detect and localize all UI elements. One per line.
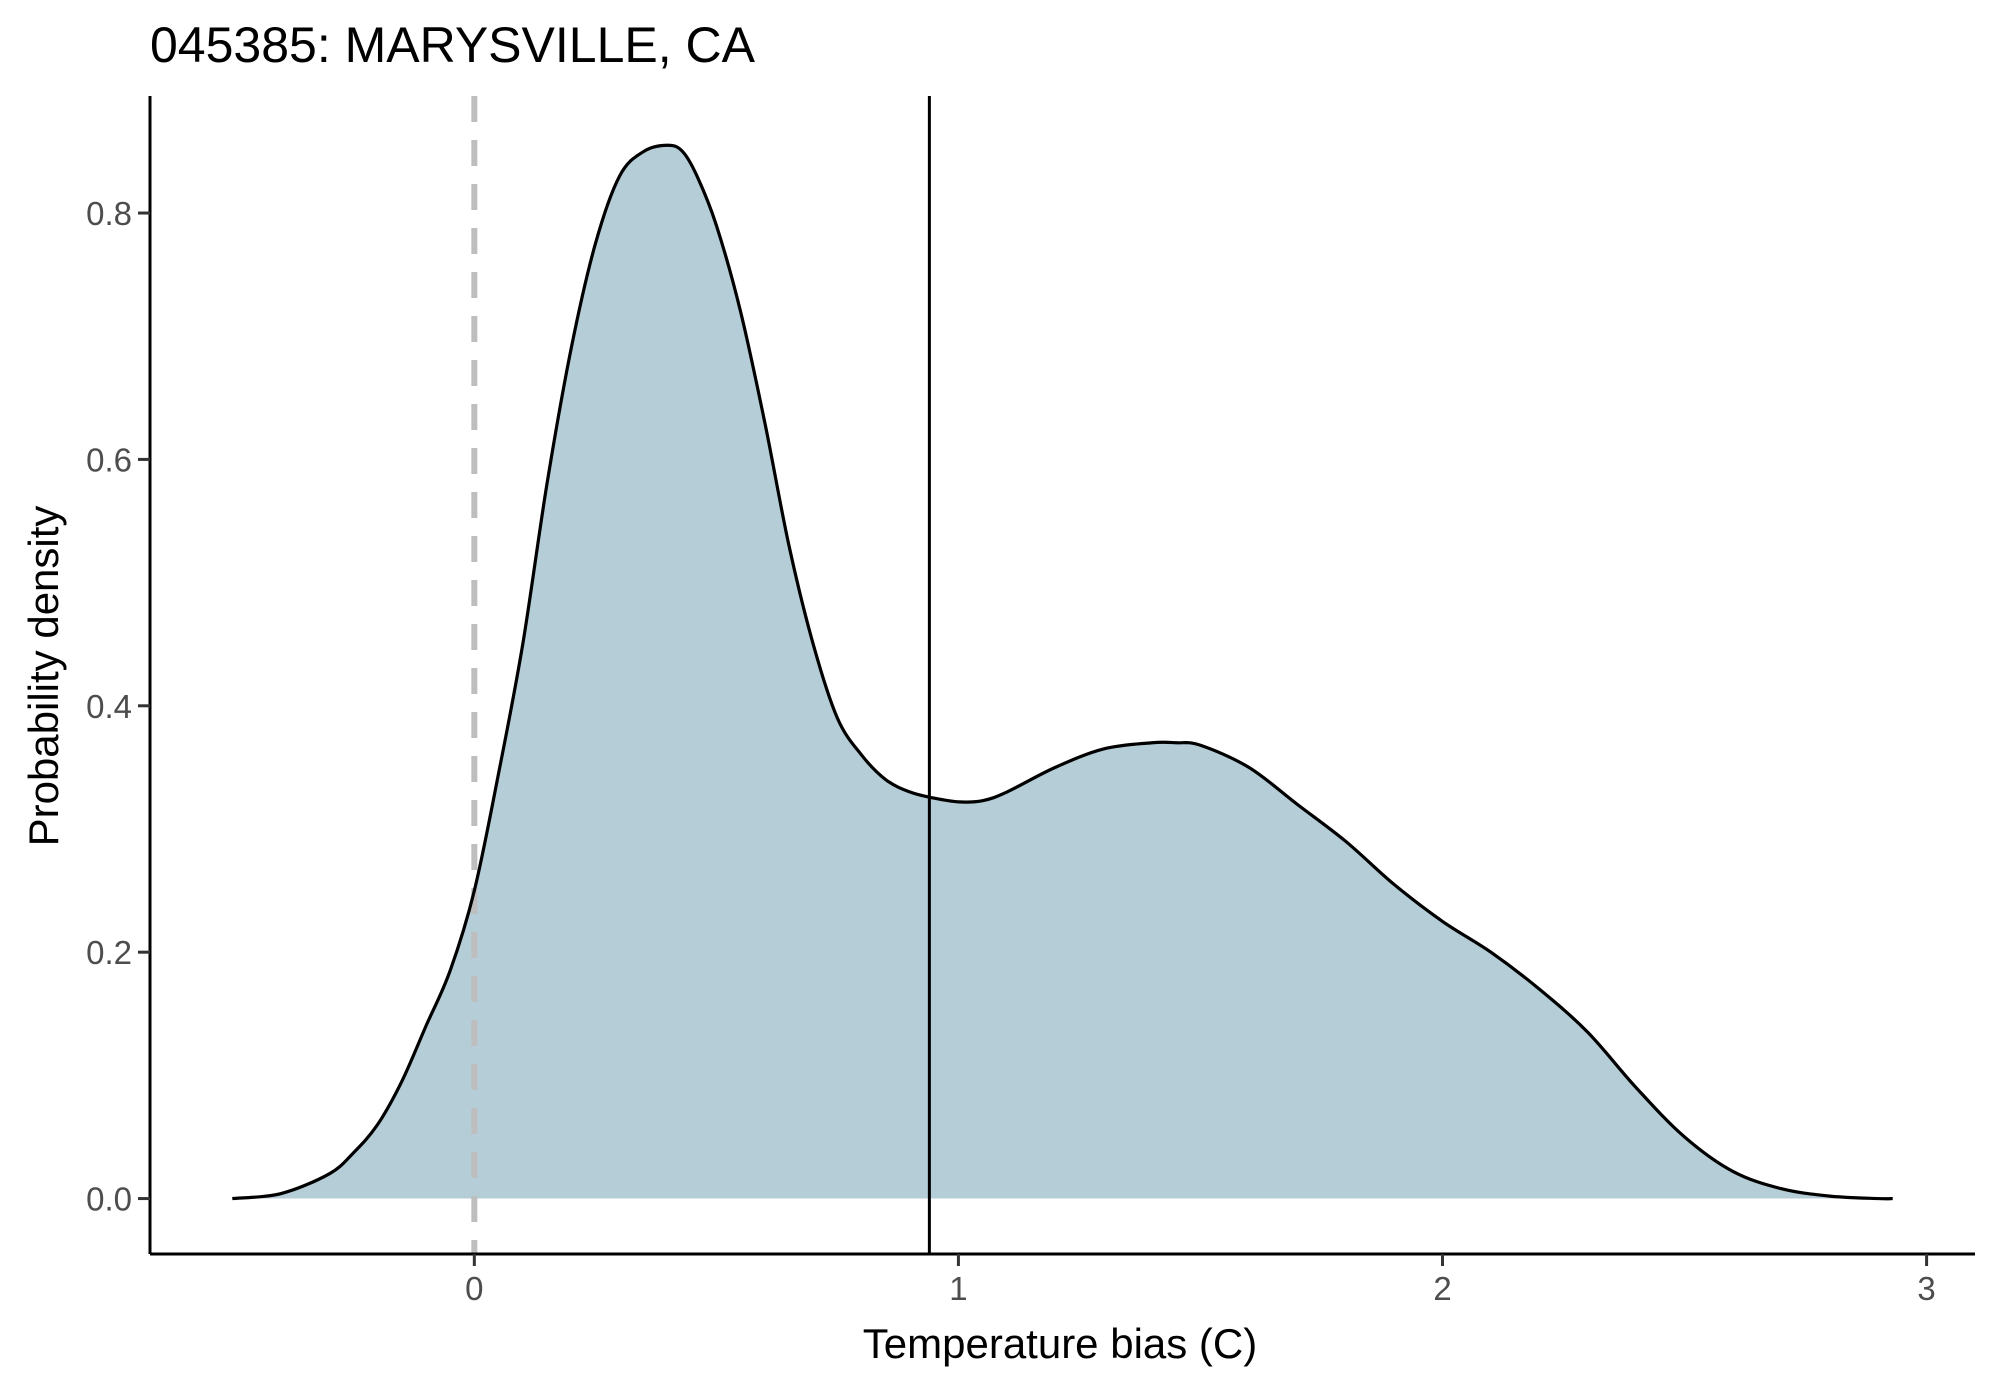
plot-area [232, 96, 1893, 1254]
x-tick-label: 2 [1433, 1270, 1451, 1307]
x-tick-label: 3 [1917, 1270, 1935, 1307]
y-tick-label: 0.2 [86, 934, 132, 971]
y-tick-label: 0.4 [86, 688, 132, 725]
x-axis-ticks: 0 1 2 3 [465, 1254, 1936, 1307]
density-curve [232, 143, 1893, 1201]
y-tick-label: 0.8 [86, 195, 132, 232]
y-axis-label: Probability density [20, 506, 67, 847]
y-axis-ticks: 0.0 0.2 0.4 0.6 0.8 [86, 195, 150, 1218]
density-area [232, 145, 1893, 1199]
x-axis-label: Temperature bias (C) [863, 1320, 1257, 1367]
x-tick-label: 0 [465, 1270, 483, 1307]
y-tick-label: 0.6 [86, 441, 132, 478]
x-tick-label: 1 [949, 1270, 967, 1307]
y-tick-label: 0.0 [86, 1181, 132, 1218]
chart-title: 045385: MARYSVILLE, CA [150, 17, 756, 73]
